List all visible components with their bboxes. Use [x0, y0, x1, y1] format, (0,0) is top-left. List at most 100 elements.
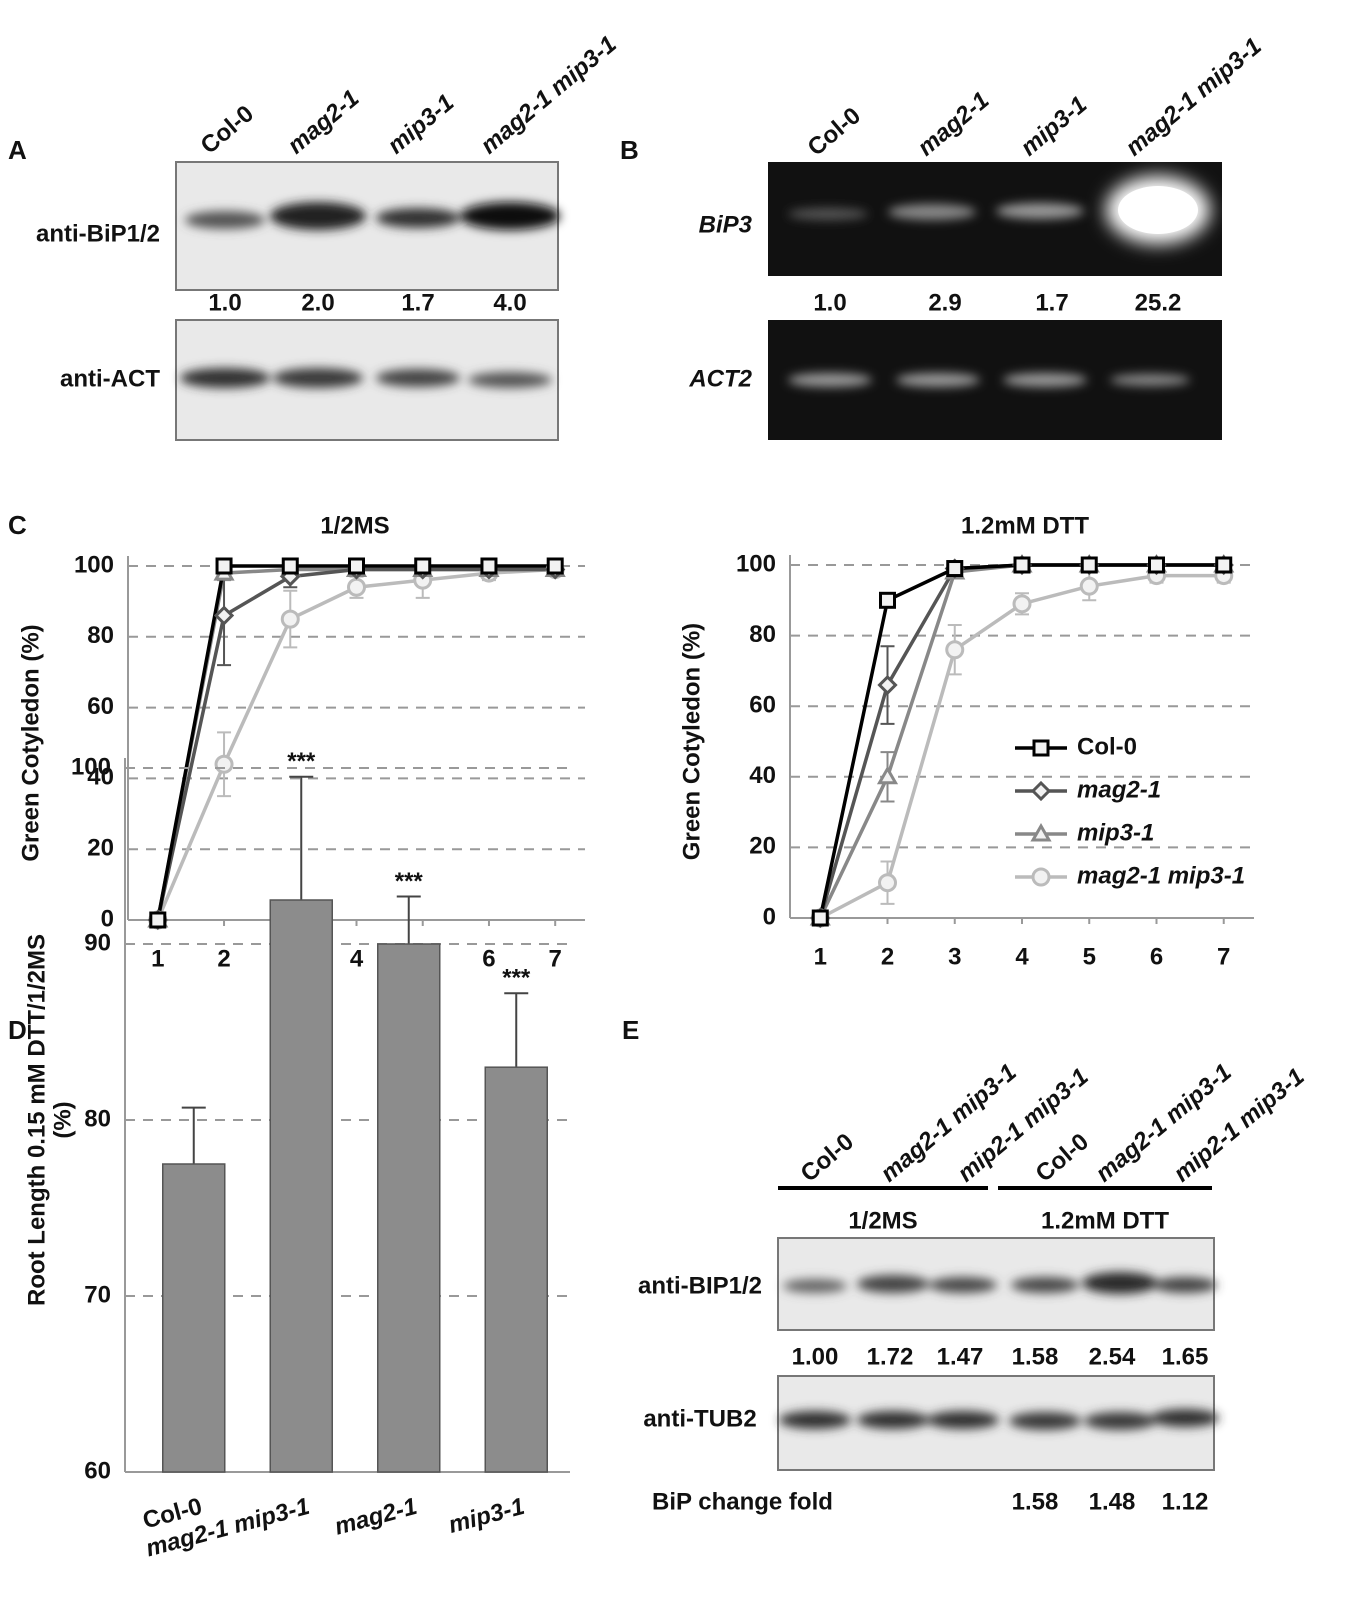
band — [376, 369, 460, 387]
marker — [1079, 576, 1099, 596]
band — [1003, 373, 1087, 387]
marker — [945, 640, 965, 660]
lane-label: mag2-1 mip3-1 — [876, 1059, 1022, 1188]
quant: 1.0 — [208, 289, 241, 316]
band — [779, 1411, 851, 1429]
x-tick-label: 5 — [1083, 943, 1096, 970]
bands — [788, 373, 1190, 387]
group-label: 1/2MS — [848, 1207, 917, 1234]
band — [270, 202, 366, 230]
marker — [1012, 594, 1032, 614]
x-tick-label: 2 — [881, 943, 894, 970]
marker — [480, 557, 498, 575]
bar — [377, 943, 441, 1473]
band — [1110, 374, 1190, 386]
x-tick-label: 3 — [948, 943, 961, 970]
band — [788, 373, 872, 387]
band — [1082, 1272, 1158, 1294]
bands — [185, 202, 560, 230]
row-label: BiP3 — [699, 211, 753, 238]
band — [185, 211, 265, 229]
x-tick-label: 1 — [151, 945, 164, 972]
lane-label: mip3-1 — [1016, 91, 1093, 161]
x-tick-label: mag2-1 — [332, 1493, 420, 1541]
group-label: 1.2mM DTT — [1041, 1207, 1169, 1234]
lane-label: mag2-1 — [283, 85, 365, 160]
quant: 1.00 — [792, 1343, 839, 1370]
marker — [414, 557, 432, 575]
y-tick-label: 0 — [101, 905, 114, 932]
band — [1009, 1412, 1081, 1430]
marker — [281, 557, 299, 575]
y-tick-label: 60 — [87, 693, 114, 720]
error-bar — [396, 895, 421, 944]
marker — [946, 560, 964, 578]
bands — [788, 203, 1084, 220]
band — [929, 1277, 997, 1293]
marker — [213, 605, 235, 626]
x-tick-label: 7 — [1217, 943, 1230, 970]
y-axis-label: Green Cotyledon (%) — [678, 623, 705, 860]
y-tick-label: 80 — [749, 621, 776, 648]
marker — [811, 909, 829, 927]
y-tick-label: 60 — [749, 692, 776, 719]
band — [1011, 1277, 1079, 1293]
panel-label: C — [8, 510, 27, 540]
lane-label: mag2-1 mip3-1 — [476, 31, 622, 160]
marker — [1215, 556, 1233, 574]
y-tick-label: 20 — [749, 833, 776, 860]
x-tick-label: 2 — [217, 945, 230, 972]
y-tick-label: 100 — [736, 550, 776, 577]
lane-label: Col-0 — [803, 102, 866, 161]
band — [788, 208, 868, 220]
bands — [783, 1272, 1217, 1294]
band — [460, 202, 560, 230]
band — [996, 203, 1084, 219]
y-tick-label: 70 — [84, 1281, 111, 1308]
band — [857, 1411, 929, 1429]
marker — [280, 609, 300, 629]
legend-label: mag2-1 — [1077, 776, 1161, 803]
quant: 1.0 — [813, 289, 846, 316]
band — [927, 1411, 999, 1429]
significance: *** — [287, 748, 316, 775]
error-bar — [289, 775, 314, 900]
panel-label: E — [622, 1015, 639, 1045]
error-bar — [181, 1106, 206, 1164]
y-axis-label: (%) — [49, 1101, 76, 1138]
bar — [162, 1163, 226, 1473]
band — [888, 204, 976, 220]
band — [1151, 1409, 1219, 1427]
fold-value: 1.12 — [1162, 1488, 1209, 1515]
quant: 1.47 — [937, 1343, 984, 1370]
x-tick-label: 4 — [350, 945, 364, 972]
panel-label: A — [8, 135, 27, 165]
row-label: BiP change fold — [652, 1488, 833, 1515]
lane-label: Col-0 — [196, 100, 259, 159]
y-tick-label: 0 — [763, 903, 776, 930]
quant: 1.7 — [401, 289, 434, 316]
band — [1153, 1277, 1217, 1293]
marker — [1013, 556, 1031, 574]
panel-label: D — [8, 1015, 27, 1045]
y-tick-label: 100 — [74, 551, 114, 578]
lane-label: mag2-1 — [913, 87, 995, 162]
chart-title: 1.2mM DTT — [961, 512, 1089, 539]
x-tick-label: 4 — [1015, 943, 1029, 970]
quant: 2.9 — [928, 289, 961, 316]
y-tick-label: 90 — [84, 929, 111, 956]
lane-label: Col-0 — [796, 1128, 859, 1187]
series-line — [156, 564, 556, 921]
y-tick-label: 20 — [87, 835, 114, 862]
marker — [1030, 822, 1052, 842]
x-tick-label: 7 — [549, 945, 562, 972]
band — [1084, 1412, 1156, 1430]
y-tick-label: 80 — [87, 622, 114, 649]
x-tick-label: 6 — [482, 945, 495, 972]
y-axis-label: Root Length 0.15 mM DTT/1/2MS — [23, 934, 50, 1306]
marker — [876, 765, 899, 785]
band — [468, 372, 552, 388]
bands — [180, 368, 552, 388]
lane-label: mip3-1 — [383, 89, 460, 159]
